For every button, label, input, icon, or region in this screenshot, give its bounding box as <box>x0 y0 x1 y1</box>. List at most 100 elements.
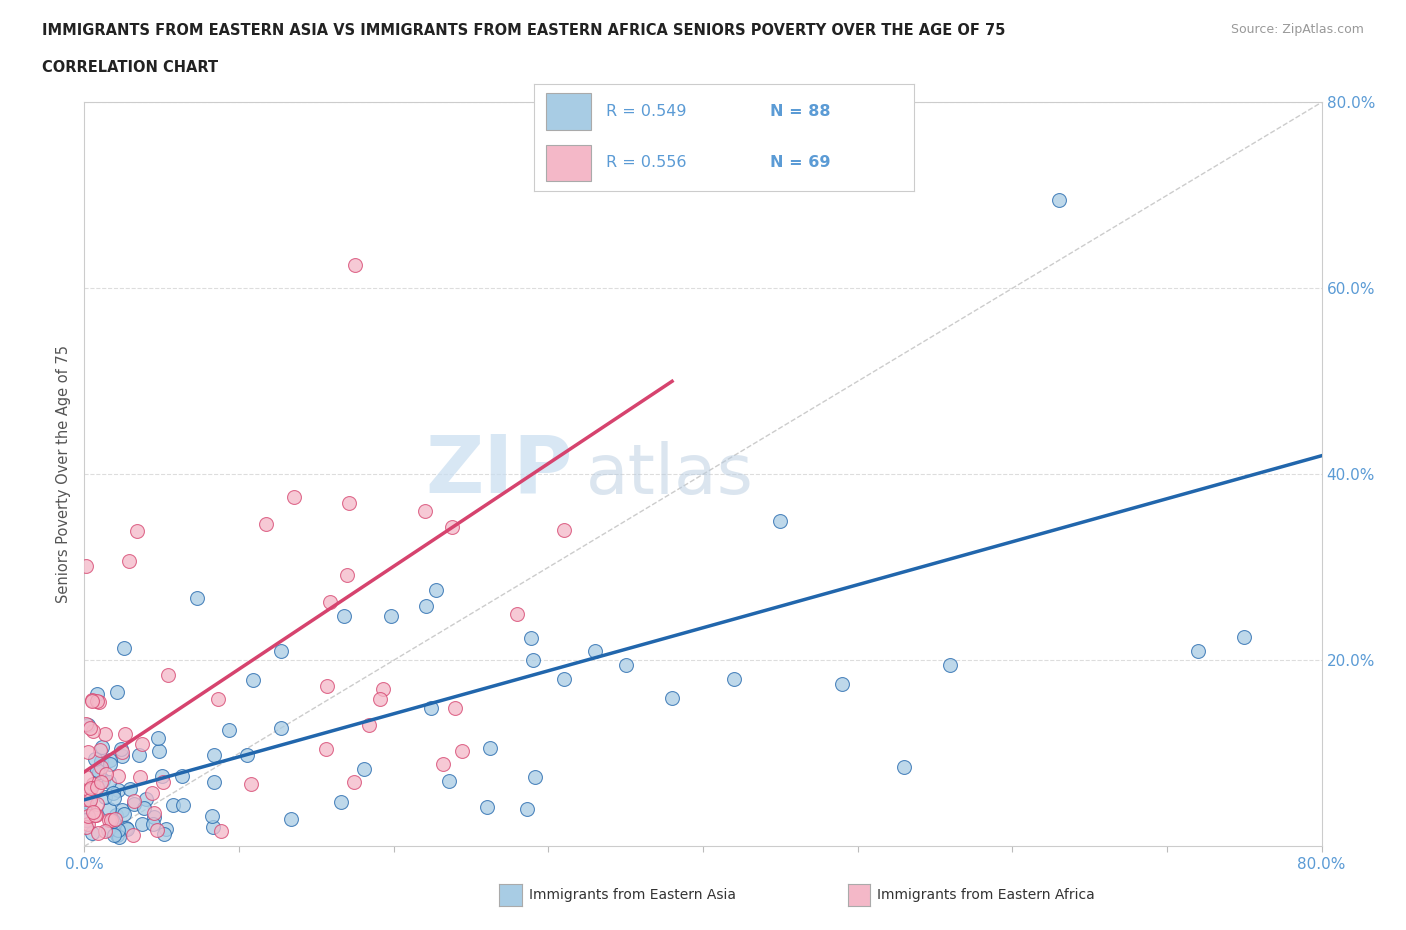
Point <box>77 718 100 733</box>
Point <box>75 813 97 828</box>
Point <box>86 826 108 841</box>
Point <box>614 658 637 672</box>
Point <box>122 796 145 811</box>
Point <box>118 553 141 568</box>
Point <box>413 504 436 519</box>
Point <box>98 752 121 767</box>
Point <box>86 779 108 794</box>
Point <box>380 608 402 623</box>
Point <box>94 790 117 804</box>
Point <box>79 721 101 736</box>
Point <box>150 768 173 783</box>
Point <box>207 691 229 706</box>
Point <box>131 817 153 831</box>
Point <box>98 802 121 817</box>
Point <box>111 748 134 763</box>
Point <box>270 720 292 735</box>
Point <box>143 805 166 820</box>
Point <box>186 591 208 605</box>
Point <box>103 813 125 828</box>
Point <box>333 608 356 623</box>
Point <box>82 777 104 792</box>
Point <box>315 742 337 757</box>
Point <box>242 673 264 688</box>
Point <box>553 523 575 538</box>
Point <box>111 803 134 817</box>
Point <box>90 760 112 775</box>
Point <box>172 769 194 784</box>
Point <box>98 756 121 771</box>
Y-axis label: Seniors Poverty Over the Age of 75: Seniors Poverty Over the Age of 75 <box>56 345 72 604</box>
Point <box>129 769 152 784</box>
Point <box>432 757 454 772</box>
Point <box>283 490 305 505</box>
Point <box>520 631 543 645</box>
Point <box>103 790 125 805</box>
Point <box>371 682 394 697</box>
Point <box>831 676 853 691</box>
Point <box>89 743 111 758</box>
Point <box>86 763 108 777</box>
Point <box>280 811 302 826</box>
Point <box>516 802 538 817</box>
Point <box>75 770 97 785</box>
Point <box>201 820 224 835</box>
Point <box>661 690 683 705</box>
Text: N = 88: N = 88 <box>769 104 830 119</box>
Point <box>75 559 97 574</box>
Point <box>769 513 792 528</box>
Point <box>506 606 529 621</box>
Point <box>141 786 163 801</box>
Point <box>80 694 103 709</box>
Point <box>156 668 179 683</box>
Point <box>437 774 460 789</box>
Point <box>91 772 114 787</box>
Point <box>117 821 139 836</box>
Point <box>204 747 226 762</box>
Point <box>77 817 100 831</box>
Point <box>344 258 367 272</box>
Point <box>79 792 101 807</box>
Point <box>77 795 100 810</box>
Point <box>75 792 97 807</box>
Point <box>939 658 962 672</box>
Bar <box>546 93 591 129</box>
Point <box>104 812 127 827</box>
Point <box>80 780 103 795</box>
Point <box>94 823 117 838</box>
Point <box>75 820 97 835</box>
Point <box>235 748 257 763</box>
Point <box>86 686 108 701</box>
Point <box>131 737 153 751</box>
Text: Source: ZipAtlas.com: Source: ZipAtlas.com <box>1230 23 1364 36</box>
Point <box>343 774 366 789</box>
Point <box>155 822 177 837</box>
Point <box>90 753 112 768</box>
Point <box>114 727 136 742</box>
Point <box>475 800 498 815</box>
Point <box>127 524 149 538</box>
Point <box>89 695 111 710</box>
Point <box>84 751 107 766</box>
Point <box>142 817 165 831</box>
Point <box>270 644 292 658</box>
Point <box>450 743 472 758</box>
Point <box>115 820 138 835</box>
Point <box>152 827 174 842</box>
Point <box>105 828 128 843</box>
Point <box>128 748 150 763</box>
Point <box>86 693 108 708</box>
Point <box>77 809 100 824</box>
Point <box>335 567 357 582</box>
Point <box>319 594 342 609</box>
Point <box>240 777 263 791</box>
Point <box>122 794 145 809</box>
Point <box>90 775 112 790</box>
Point <box>98 813 121 828</box>
Point <box>97 822 120 837</box>
Point <box>86 796 108 811</box>
Point <box>316 679 339 694</box>
Point <box>76 745 98 760</box>
Point <box>110 741 132 756</box>
Point <box>82 804 104 819</box>
